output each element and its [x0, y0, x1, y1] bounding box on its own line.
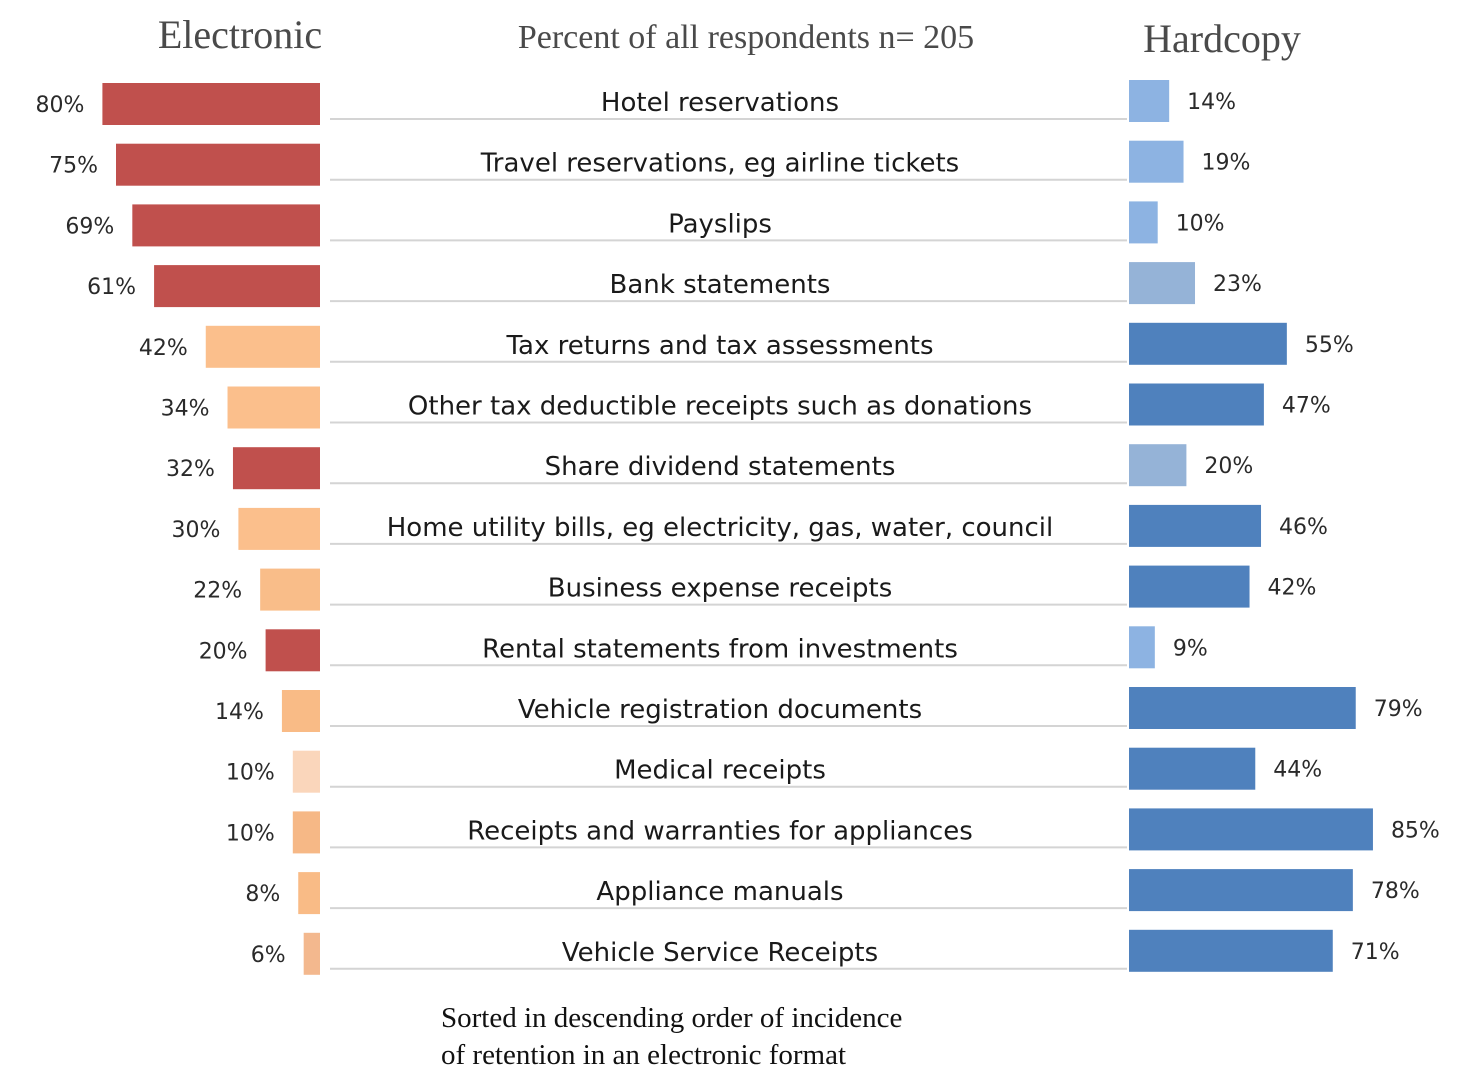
electronic-bar	[303, 932, 320, 975]
category-label: Travel reservations, eg airline tickets	[480, 149, 959, 179]
footnote-line-1: Sorted in descending order of incidence	[441, 1002, 902, 1034]
category-label: Receipts and warranties for appliances	[467, 816, 973, 846]
hardcopy-bar	[1129, 869, 1353, 912]
electronic-value-label: 34%	[161, 397, 210, 422]
hardcopy-bar	[1129, 626, 1155, 669]
chart-row: 22% 42% Business expense receipts	[193, 565, 1317, 611]
category-label: Home utility bills, eg electricity, gas,…	[387, 513, 1054, 543]
electronic-bar	[232, 447, 320, 490]
electronic-value-label: 10%	[226, 821, 275, 846]
category-label: Other tax deductible receipts such as do…	[408, 392, 1032, 422]
hardcopy-bar	[1129, 262, 1196, 305]
hardcopy-value-label: 14%	[1187, 90, 1236, 115]
category-label: Hotel reservations	[601, 88, 839, 118]
electronic-value-label: 32%	[166, 457, 215, 482]
hardcopy-bar	[1129, 687, 1356, 729]
hardcopy-bar	[1129, 80, 1170, 122]
category-label: Business expense receipts	[548, 574, 893, 604]
hardcopy-bar	[1129, 747, 1256, 790]
footnote-line-2: of retention in an electronic format	[441, 1039, 846, 1071]
chart-row: 34% 47% Other tax deductible receipts such…	[161, 383, 1331, 429]
hardcopy-bar	[1129, 929, 1333, 972]
hardcopy-value-label: 44%	[1273, 758, 1322, 783]
electronic-value-label: 20%	[199, 639, 248, 664]
electronic-value-label: 61%	[87, 275, 136, 300]
chart-title: Percent of all respondents n= 205	[518, 19, 974, 56]
electronic-value-label: 22%	[193, 579, 242, 604]
electronic-value-label: 75%	[49, 154, 98, 179]
hardcopy-value-label: 55%	[1305, 333, 1354, 358]
chart-row: 10% 85% Receipts and warranties for applia…	[226, 808, 1440, 854]
category-label: Share dividend statements	[545, 452, 896, 482]
category-label: Appliance manuals	[596, 877, 843, 907]
electronic-value-label: 8%	[245, 882, 280, 907]
hardcopy-value-label: 19%	[1202, 151, 1251, 176]
electronic-value-label: 6%	[251, 943, 286, 968]
hardcopy-bar	[1129, 383, 1264, 426]
hardcopy-bar	[1129, 444, 1187, 487]
chart-row: 6% 71% Vehicle Service Receipts	[251, 929, 1400, 975]
chart-row: 32% 20% Share dividend statements	[166, 444, 1253, 490]
electronic-bar	[102, 83, 321, 125]
electronic-value-label: 10%	[226, 761, 275, 786]
electronic-bar	[281, 690, 320, 732]
hardcopy-value-label: 10%	[1176, 211, 1225, 236]
electronic-value-label: 42%	[139, 336, 188, 361]
hardcopy-value-label: 20%	[1204, 454, 1253, 479]
chart-row: 80% 14% Hotel reservations	[35, 80, 1236, 125]
electronic-value-label: 80%	[35, 93, 84, 118]
right-series-header: Hardcopy	[1143, 16, 1301, 61]
electronic-bar	[154, 265, 320, 308]
electronic-bar	[265, 629, 320, 672]
left-series-header: Electronic	[158, 12, 322, 57]
hardcopy-value-label: 47%	[1282, 394, 1331, 419]
category-label: Tax returns and tax assessments	[505, 331, 933, 361]
hardcopy-bar	[1129, 504, 1262, 547]
hardcopy-value-label: 78%	[1371, 879, 1420, 904]
hardcopy-bar	[1129, 140, 1184, 183]
chart-row: 30% 46% Home utility bills, eg electricity…	[171, 504, 1328, 550]
category-label: Medical receipts	[614, 756, 826, 786]
hardcopy-value-label: 46%	[1279, 515, 1328, 540]
chart-row: 10% 44% Medical receipts	[226, 747, 1322, 793]
electronic-bar	[298, 872, 320, 915]
hardcopy-value-label: 85%	[1391, 818, 1440, 843]
category-label: Vehicle Service Receipts	[562, 938, 878, 968]
electronic-bar	[205, 325, 320, 368]
chart-row: 14% 79% Vehicle registration documents	[215, 687, 1423, 732]
electronic-value-label: 69%	[65, 214, 114, 239]
chart-row: 8% 78% Appliance manuals	[245, 869, 1420, 915]
chart-row: 61% 23% Bank statements	[87, 262, 1262, 308]
chart-row: 42% 55% Tax returns and tax assessments	[139, 322, 1354, 368]
hardcopy-value-label: 42%	[1268, 576, 1317, 601]
electronic-bar	[292, 811, 320, 854]
electronic-bar	[238, 507, 320, 550]
hardcopy-value-label: 23%	[1213, 272, 1262, 297]
hardcopy-bar	[1129, 322, 1287, 365]
electronic-bar	[260, 568, 320, 611]
hardcopy-value-label: 79%	[1374, 697, 1423, 722]
hardcopy-value-label: 71%	[1351, 940, 1400, 965]
hardcopy-bar	[1129, 565, 1250, 608]
electronic-value-label: 14%	[215, 700, 264, 725]
electronic-bar	[132, 204, 320, 247]
chart-row: 69% 10% Payslips	[65, 201, 1225, 247]
hardcopy-value-label: 9%	[1173, 636, 1208, 661]
category-label: Payslips	[668, 209, 772, 239]
chart-rows: 80% 14% Hotel reservations 75% 19% Travel res…	[35, 80, 1440, 975]
electronic-bar	[292, 750, 320, 793]
chart-row: 75% 19% Travel reservations, eg airline ti…	[49, 140, 1251, 186]
category-label: Rental statements from investments	[482, 634, 958, 664]
electronic-value-label: 30%	[171, 518, 220, 543]
chart-row: 20% 9% Rental statements from investments	[199, 626, 1208, 672]
electronic-bar	[116, 143, 320, 186]
hardcopy-bar	[1129, 201, 1158, 244]
category-label: Bank statements	[610, 270, 831, 300]
hardcopy-bar	[1129, 808, 1373, 851]
category-label: Vehicle registration documents	[518, 695, 922, 725]
electronic-bar	[227, 386, 320, 429]
